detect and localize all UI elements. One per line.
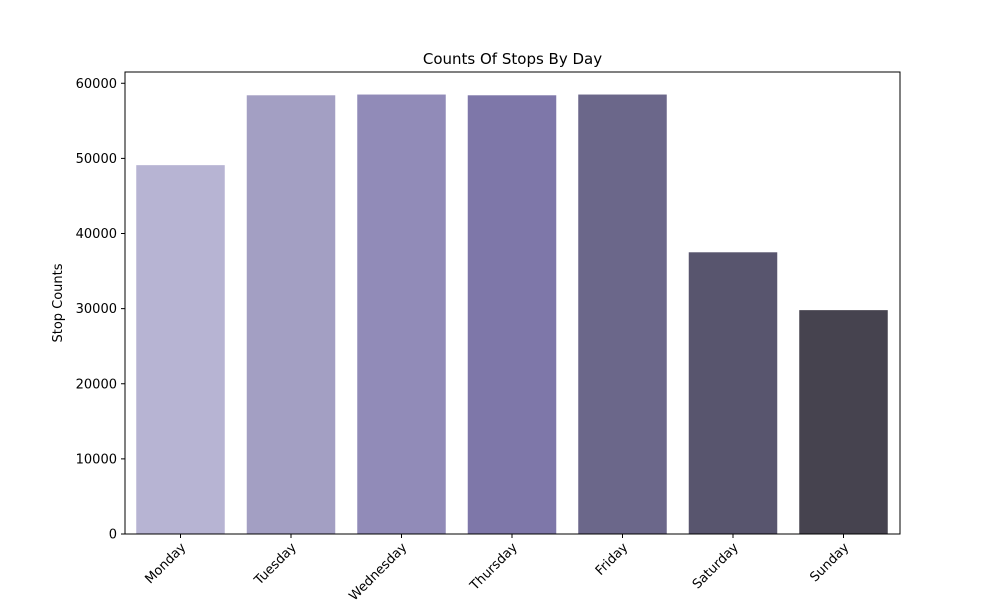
plot-frame — [124, 71, 901, 535]
y-tick-label-60000: 60000 — [76, 77, 117, 92]
y-axis: 0 10000 20000 30000 40000 50000 60000 — [76, 77, 125, 543]
bar-friday — [578, 94, 667, 534]
y-axis-label: Stop Counts — [51, 263, 66, 342]
x-tick-label-saturday: Saturday — [690, 540, 742, 592]
bar-saturday — [688, 252, 778, 535]
bar-thursday — [467, 95, 557, 534]
x-tick-label-sunday: Sunday — [807, 540, 852, 585]
y-tick-label-0: 0 — [109, 528, 117, 543]
x-axis: Monday Tuesday Wednesday Thursday Friday Satu… — [142, 534, 853, 600]
x-tick-label-tuesday: Tuesday — [251, 540, 300, 589]
bar-wednesday — [357, 94, 446, 534]
bar-tuesday — [246, 95, 336, 534]
bars-group — [136, 94, 888, 535]
y-tick-label-50000: 50000 — [76, 152, 117, 167]
y-tick-label-40000: 40000 — [76, 227, 117, 242]
x-tick-label-monday: Monday — [142, 540, 189, 587]
bar-monday — [136, 165, 225, 534]
bar-sunday — [799, 310, 888, 534]
x-tick-label-thursday: Thursday — [467, 540, 521, 594]
chart-title: Counts Of Stops By Day — [423, 50, 602, 68]
y-tick-label-20000: 20000 — [76, 377, 117, 392]
x-tick-label-wednesday: Wednesday — [347, 540, 411, 600]
y-tick-label-10000: 10000 — [76, 452, 117, 467]
y-tick-label-30000: 30000 — [76, 302, 117, 317]
x-tick-label-friday: Friday — [593, 540, 632, 579]
